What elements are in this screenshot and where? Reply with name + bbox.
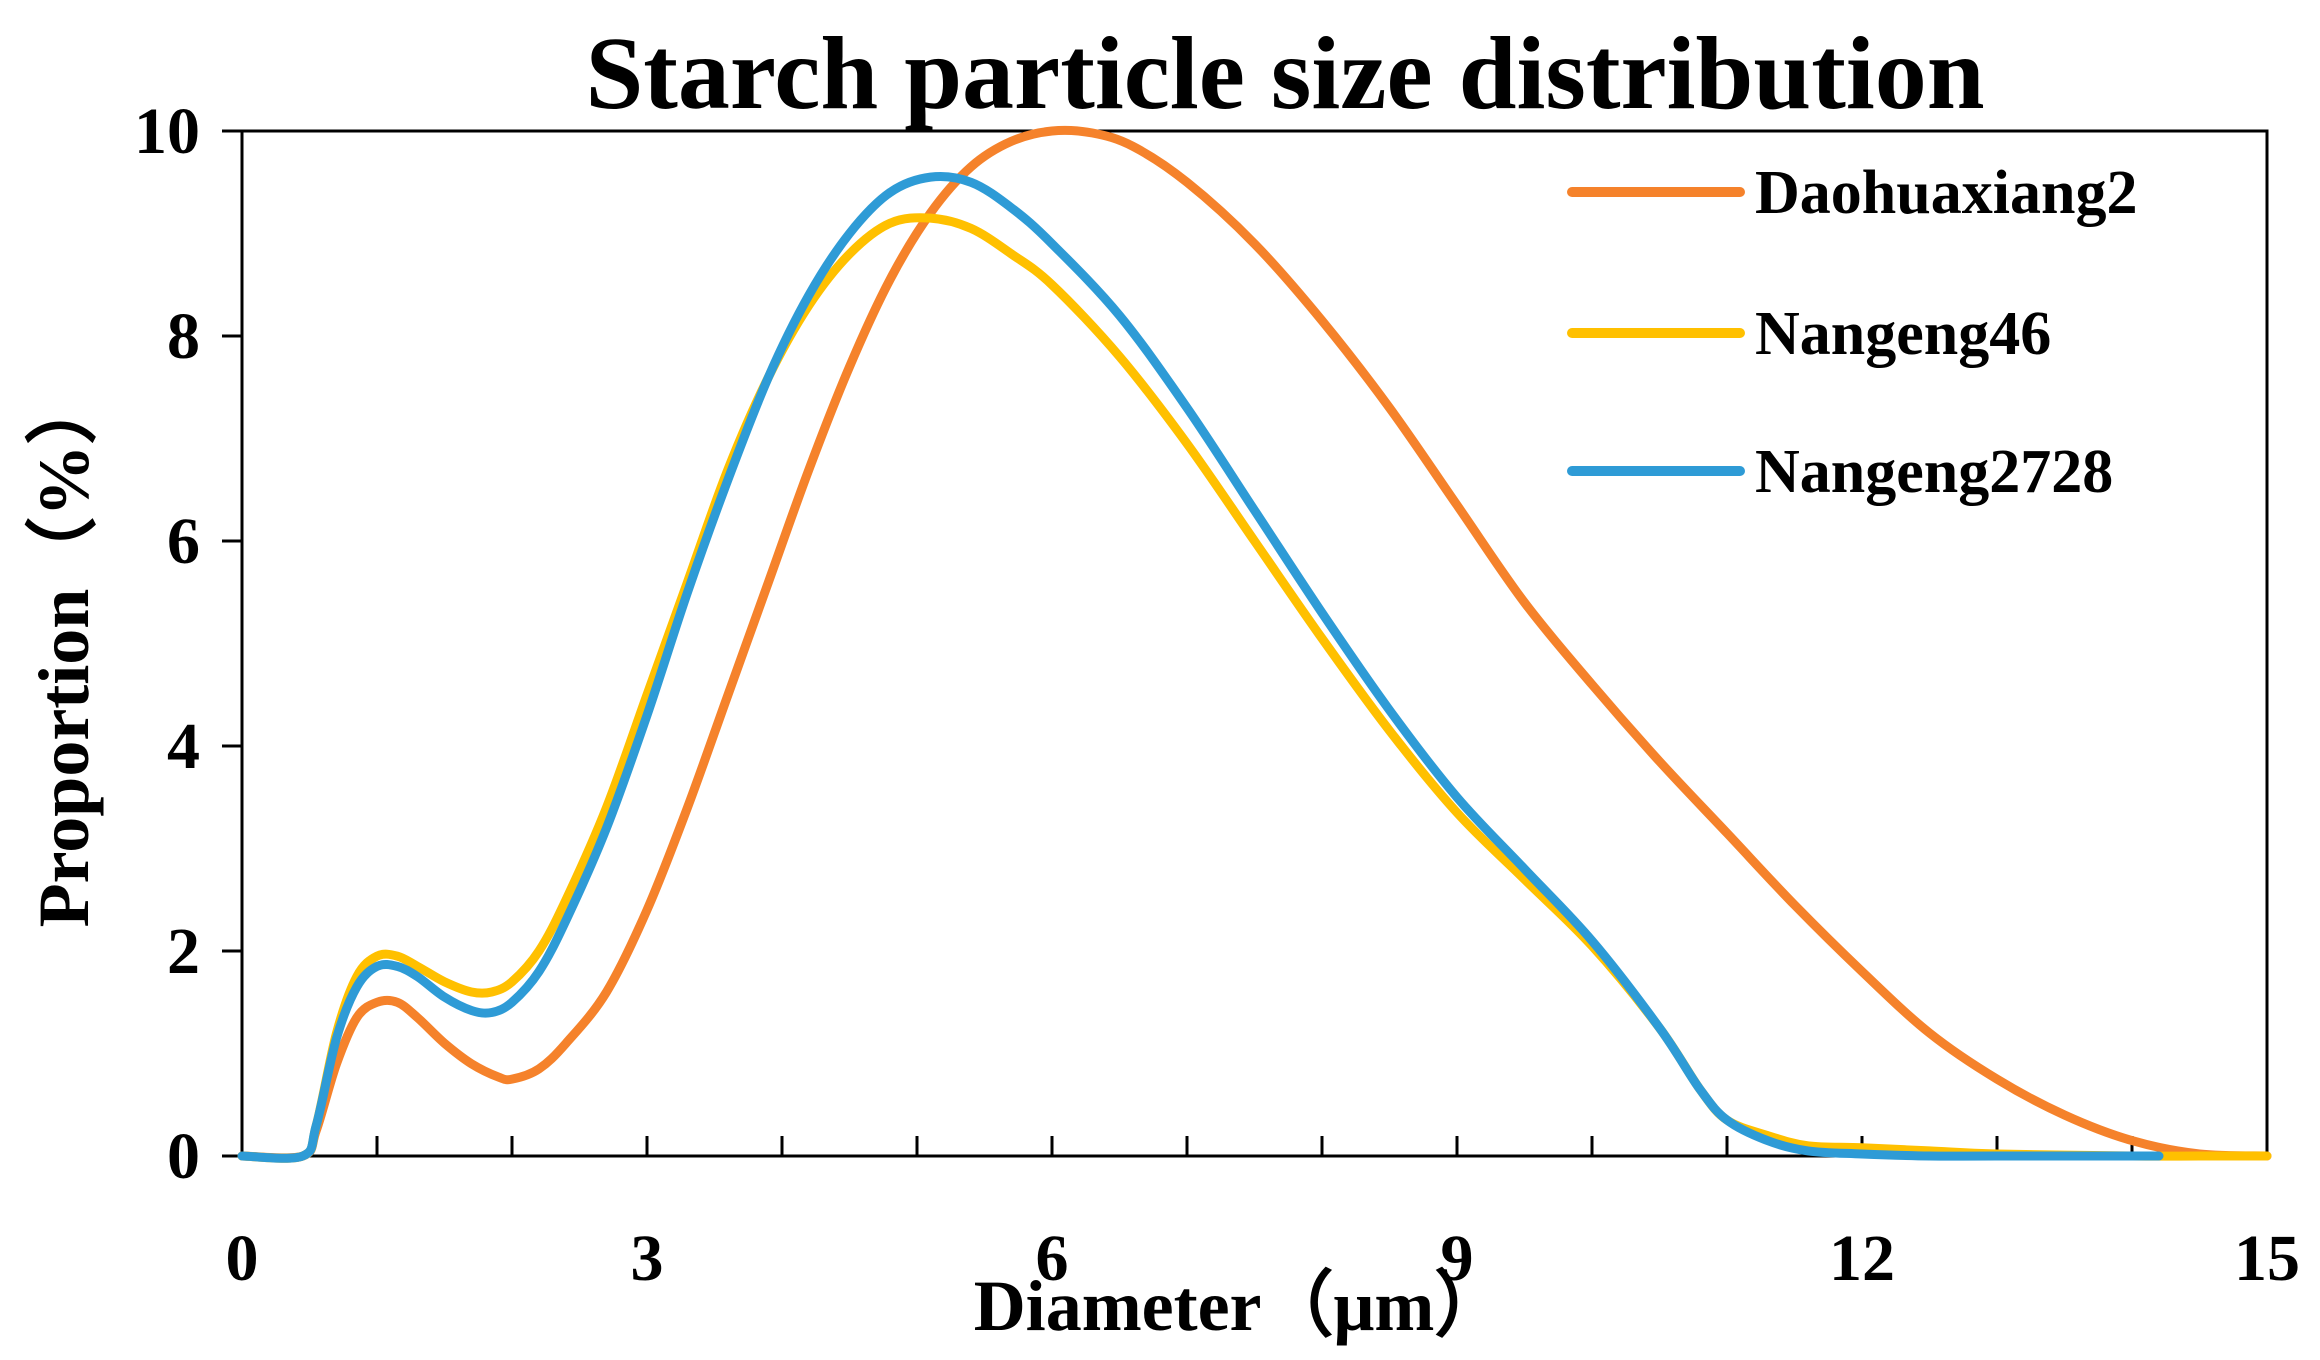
legend-label: Nangeng2728 — [1755, 438, 2113, 506]
legend-item-nangeng46: Nangeng46 — [1567, 300, 2051, 368]
x-tick-label: 0 — [226, 1222, 259, 1295]
series-lines — [237, 125, 2272, 1163]
axes: 0 3 6 9 12 15 0 2 4 6 8 10 — [134, 95, 2300, 1295]
legend-item-nangeng2728: Nangeng2728 — [1567, 438, 2113, 506]
x-tick-label: 15 — [2234, 1222, 2300, 1295]
legend-item-daohuaxiang2: Daohuaxiang2 — [1567, 159, 2137, 227]
x-tick-label: 6 — [1036, 1222, 1069, 1295]
x-tick-label: 3 — [631, 1222, 664, 1295]
legend: Daohuaxiang2 Nangeng46 Nangeng2728 — [1567, 159, 2137, 506]
y-tick-label: 8 — [167, 300, 200, 373]
y-tick-label: 10 — [134, 95, 200, 168]
legend-label: Nangeng46 — [1755, 300, 2051, 368]
legend-label: Daohuaxiang2 — [1755, 159, 2137, 227]
y-tick-label: 0 — [167, 1120, 200, 1193]
x-tick-label: 9 — [1441, 1222, 1474, 1295]
series-line-nangeng2728 — [237, 171, 2164, 1163]
y-axis-title: Proportion（%） — [24, 373, 104, 928]
plot-area-frame — [240, 129, 2269, 1158]
x-axis-title: Diameter（μm） — [974, 1266, 1507, 1346]
y-tick-label: 2 — [167, 915, 200, 988]
chart-title: Starch particle size distribution — [585, 16, 1984, 131]
y-tick-label: 6 — [167, 505, 200, 578]
series-line-daohuaxiang2 — [237, 125, 2272, 1163]
y-tick-label: 4 — [167, 710, 200, 783]
x-tick-label: 12 — [1829, 1222, 1895, 1295]
